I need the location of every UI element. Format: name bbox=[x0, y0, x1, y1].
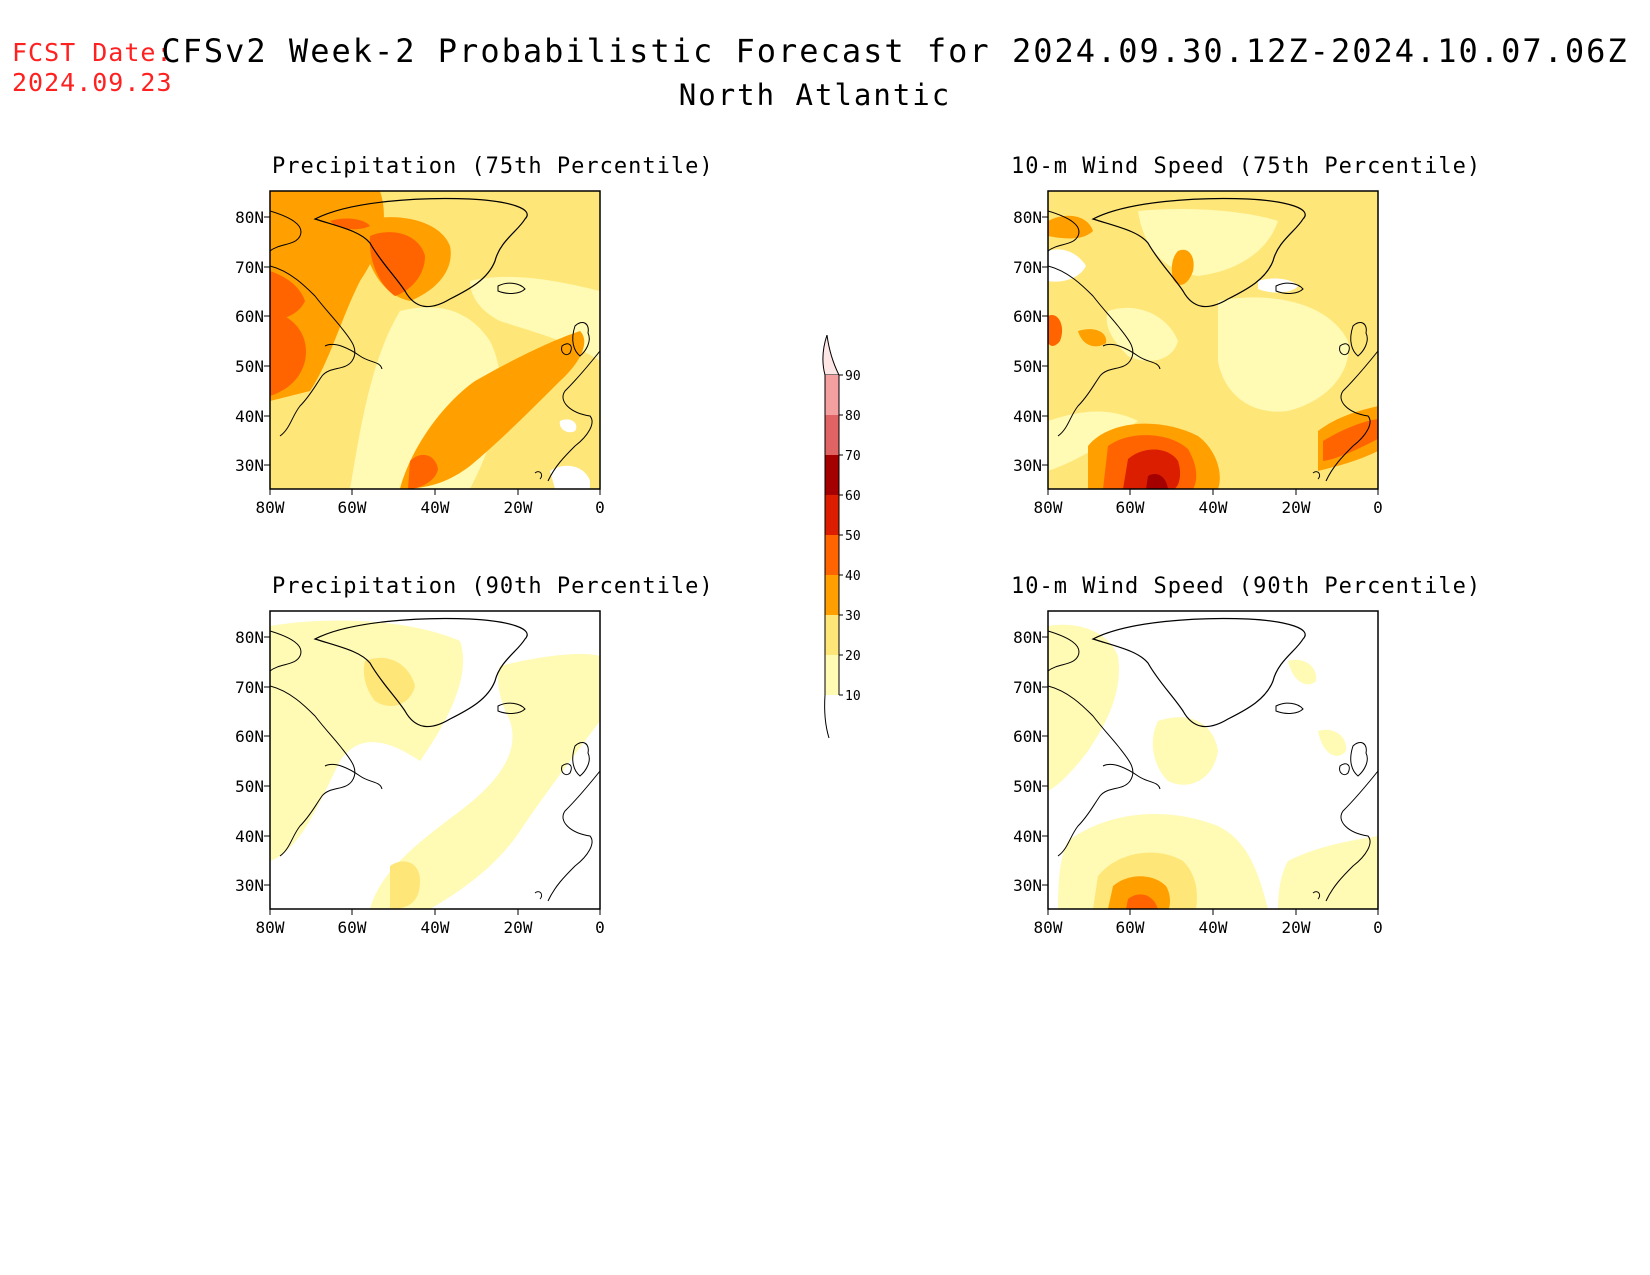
colorbar: 90 80 70 60 50 40 30 20 10 bbox=[822, 335, 861, 739]
colorbar-label: 60 bbox=[845, 489, 861, 504]
colorbar-swatch-10-20 bbox=[825, 655, 839, 695]
lon-label: 60W bbox=[338, 918, 367, 937]
lon-label: 40W bbox=[1199, 498, 1228, 517]
lat-label: 80N bbox=[235, 628, 264, 647]
lat-label: 60N bbox=[235, 307, 264, 326]
lat-label: 70N bbox=[235, 258, 264, 277]
panel-title-precip75: Precipitation (75th Percentile) bbox=[272, 154, 714, 179]
colorbar-label: 90 bbox=[845, 369, 861, 384]
lon-label: 80W bbox=[256, 498, 285, 517]
lat-label: 80N bbox=[1013, 628, 1042, 647]
lon-label: 40W bbox=[421, 498, 450, 517]
lon-label: 60W bbox=[338, 498, 367, 517]
lat-label: 30N bbox=[1013, 456, 1042, 475]
forecast-date-label: FCST Date: bbox=[12, 38, 173, 67]
colorbar-swatch-30-40 bbox=[825, 575, 839, 615]
map-wind90: 80N 70N 60N 50N 40N 30N 80W 60W 40W 20W … bbox=[1013, 610, 1383, 937]
panel-title-wind75: 10-m Wind Speed (75th Percentile) bbox=[1011, 154, 1482, 179]
lat-label: 50N bbox=[235, 357, 264, 376]
colorbar-label: 10 bbox=[845, 689, 861, 704]
lon-label: 0 bbox=[1373, 918, 1383, 937]
map-precip75: 80N 70N 60N 50N 40N 30N 80W 60W 40W 20W … bbox=[235, 190, 605, 517]
lat-label: 40N bbox=[1013, 827, 1042, 846]
lon-label: 0 bbox=[595, 918, 605, 937]
colorbar-swatch-70-80 bbox=[825, 415, 839, 455]
lat-label: 50N bbox=[1013, 357, 1042, 376]
panel-title-wind90: 10-m Wind Speed (90th Percentile) bbox=[1011, 574, 1482, 599]
region-subtitle: North Atlantic bbox=[678, 78, 952, 112]
lat-label: 30N bbox=[1013, 876, 1042, 895]
map-wind75: 80N 70N 60N 50N 40N 30N 80W 60W 40W 20W … bbox=[1013, 190, 1383, 517]
lon-label: 60W bbox=[1116, 498, 1145, 517]
lat-label: 30N bbox=[235, 876, 264, 895]
colorbar-label: 30 bbox=[845, 609, 861, 624]
lat-label: 60N bbox=[1013, 307, 1042, 326]
lat-label: 80N bbox=[1013, 208, 1042, 227]
lon-label: 80W bbox=[256, 918, 285, 937]
lat-label: 70N bbox=[1013, 678, 1042, 697]
lon-label: 20W bbox=[1282, 918, 1311, 937]
forecast-date-value: 2024.09.23 bbox=[12, 68, 173, 97]
lat-label: 60N bbox=[235, 727, 264, 746]
lat-label: 50N bbox=[1013, 777, 1042, 796]
lon-label: 60W bbox=[1116, 918, 1145, 937]
panel-title-precip90: Precipitation (90th Percentile) bbox=[272, 574, 714, 599]
lon-label: 20W bbox=[504, 498, 533, 517]
lon-label: 80W bbox=[1034, 918, 1063, 937]
colorbar-label: 50 bbox=[845, 529, 861, 544]
lat-label: 30N bbox=[235, 456, 264, 475]
lon-label: 40W bbox=[1199, 918, 1228, 937]
lat-label: 40N bbox=[1013, 407, 1042, 426]
lat-label: 70N bbox=[235, 678, 264, 697]
colorbar-swatch-80-90 bbox=[825, 375, 839, 415]
lon-label: 20W bbox=[504, 918, 533, 937]
lon-label: 0 bbox=[595, 498, 605, 517]
colorbar-swatch-50-60 bbox=[825, 495, 839, 535]
lat-label: 40N bbox=[235, 407, 264, 426]
colorbar-label: 80 bbox=[845, 409, 861, 424]
lat-label: 70N bbox=[1013, 258, 1042, 277]
lon-label: 40W bbox=[421, 918, 450, 937]
lat-label: 80N bbox=[235, 208, 264, 227]
colorbar-swatch-40-50 bbox=[825, 535, 839, 575]
lat-label: 50N bbox=[235, 777, 264, 796]
lon-label: 80W bbox=[1034, 498, 1063, 517]
colorbar-top-cap bbox=[822, 335, 840, 376]
colorbar-label: 20 bbox=[845, 649, 861, 664]
lon-label: 20W bbox=[1282, 498, 1311, 517]
colorbar-swatch-60-70 bbox=[825, 455, 839, 495]
lat-label: 40N bbox=[235, 827, 264, 846]
colorbar-label: 70 bbox=[845, 449, 861, 464]
lat-label: 60N bbox=[1013, 727, 1042, 746]
colorbar-swatch-20-30 bbox=[825, 615, 839, 655]
colorbar-label: 40 bbox=[845, 569, 861, 584]
page-title: CFSv2 Week-2 Probabilistic Forecast for … bbox=[161, 32, 1629, 70]
map-precip90: 80N 70N 60N 50N 40N 30N 80W 60W 40W 20W … bbox=[235, 610, 605, 937]
lon-label: 0 bbox=[1373, 498, 1383, 517]
